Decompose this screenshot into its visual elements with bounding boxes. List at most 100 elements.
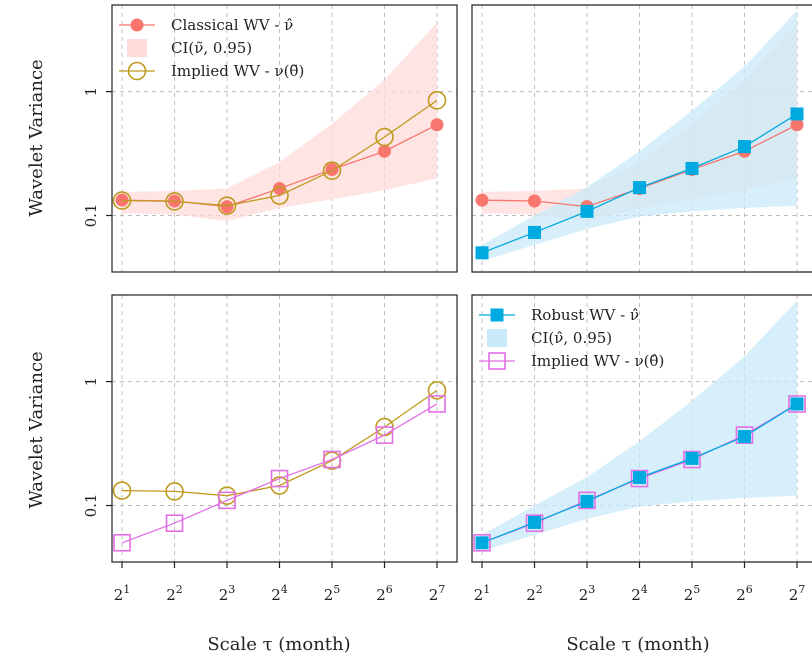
- data-point: [325, 163, 339, 177]
- data-point: [165, 192, 184, 211]
- confidence-band: [122, 22, 437, 222]
- x-tick-exponent: 2: [536, 583, 543, 596]
- data-point: [112, 481, 132, 500]
- data-point: [273, 182, 286, 196]
- x-tick-label: 25: [684, 583, 701, 604]
- legend-marker: [127, 61, 147, 81]
- x-tick-base: 2: [324, 586, 334, 604]
- data-point: [633, 471, 646, 485]
- data-point: [430, 118, 444, 132]
- x-axis-label-right: Scale τ (month): [566, 634, 709, 655]
- data-point: [323, 450, 341, 469]
- x-tick-base: 2: [114, 586, 124, 604]
- data-point: [427, 91, 447, 110]
- x-tick-base: 2: [376, 586, 386, 604]
- data-point: [683, 450, 701, 469]
- y-tick-label: 0.1: [82, 204, 100, 228]
- series-line: [121, 403, 438, 544]
- x-tick-exponent: 6: [386, 583, 393, 596]
- x-tick-exponent: 1: [123, 583, 130, 596]
- y-tick-label: 1: [82, 377, 100, 387]
- legend-label: Implied WV - ν(θ̃): [171, 62, 304, 80]
- data-point: [375, 426, 394, 444]
- data-point: [428, 395, 446, 413]
- x-tick-base: 2: [684, 586, 694, 604]
- x-tick-label: 27: [789, 583, 806, 604]
- panel-frame: [471, 4, 812, 273]
- plot-area: [472, 5, 812, 272]
- data-point: [525, 514, 544, 532]
- x-tick-exponent: 7: [798, 583, 805, 596]
- data-point: [790, 397, 804, 411]
- data-point: [738, 140, 751, 154]
- x-tick-base: 2: [219, 586, 229, 604]
- legend-marker: [488, 352, 506, 370]
- legend-label: Robust WV - ν̂: [531, 306, 639, 324]
- data-point: [475, 193, 489, 207]
- y-tick-label: 1: [82, 87, 100, 97]
- data-point: [633, 181, 646, 195]
- data-point: [322, 161, 342, 180]
- data-point: [685, 451, 699, 465]
- data-point: [112, 191, 132, 210]
- data-point: [685, 161, 699, 175]
- x-tick-label: 22: [526, 583, 543, 604]
- x-tick-base: 2: [789, 586, 799, 604]
- y-tick-label: 0.1: [82, 494, 100, 518]
- x-axis-label-left: Scale τ (month): [207, 634, 350, 655]
- data-point: [473, 534, 491, 552]
- legend-label: Classical WV - ν̂: [171, 16, 293, 34]
- panel-top-right: [471, 4, 812, 273]
- x-tick-base: 2: [579, 586, 589, 604]
- data-point: [738, 430, 751, 444]
- data-point: [378, 144, 391, 158]
- data-point: [217, 196, 237, 215]
- data-point: [735, 426, 754, 444]
- x-tick-base: 2: [526, 586, 536, 604]
- x-tick-label: 23: [579, 583, 596, 604]
- y-axis-label-top: Wavelet Variance: [26, 59, 47, 216]
- x-tick-exponent: 2: [176, 583, 183, 596]
- legend-marker: [130, 18, 144, 32]
- panel-frame: [471, 294, 812, 563]
- confidence-band: [482, 10, 797, 261]
- y-axis-label-bottom: Wavelet Variance: [26, 351, 47, 508]
- x-tick-base: 2: [429, 586, 439, 604]
- data-point: [220, 200, 234, 214]
- x-tick-base: 2: [271, 586, 281, 604]
- legend-swatch: [127, 39, 147, 57]
- legend-label: CI(ν̃, 0.95): [171, 39, 252, 57]
- x-tick-label: 27: [429, 583, 446, 604]
- x-tick-base: 2: [474, 586, 484, 604]
- data-point: [375, 127, 394, 147]
- data-point: [113, 534, 131, 552]
- x-tick-label: 25: [324, 583, 341, 604]
- data-point: [788, 395, 806, 413]
- x-tick-label: 22: [166, 583, 183, 604]
- data-point: [790, 107, 804, 121]
- data-point: [790, 118, 804, 132]
- data-point: [218, 491, 236, 510]
- x-tick-exponent: 7: [438, 583, 445, 596]
- x-tick-exponent: 3: [228, 583, 235, 596]
- panel-top-left: 0.1 1 Classical WV - ν̂ CI(ν̃, 0.95) Implied…: [82, 4, 458, 273]
- panel-frame: [111, 294, 458, 563]
- plot-area: [472, 295, 812, 562]
- x-tick-exponent: 6: [746, 583, 753, 596]
- legend-marker: [490, 308, 504, 322]
- x-tick-exponent: 3: [588, 583, 595, 596]
- x-tick-label: 21: [474, 583, 491, 604]
- data-point: [528, 515, 541, 529]
- data-point: [270, 469, 289, 488]
- data-point: [165, 482, 184, 501]
- data-point: [528, 225, 541, 239]
- data-point: [475, 536, 489, 550]
- data-point: [475, 246, 489, 260]
- plot-area: [112, 295, 457, 562]
- x-tick-label: 26: [736, 583, 753, 604]
- data-point: [528, 194, 541, 208]
- confidence-band: [482, 300, 797, 551]
- data-point: [427, 381, 447, 400]
